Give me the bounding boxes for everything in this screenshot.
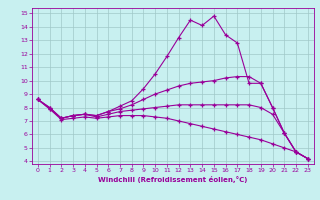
X-axis label: Windchill (Refroidissement éolien,°C): Windchill (Refroidissement éolien,°C)	[98, 176, 247, 183]
